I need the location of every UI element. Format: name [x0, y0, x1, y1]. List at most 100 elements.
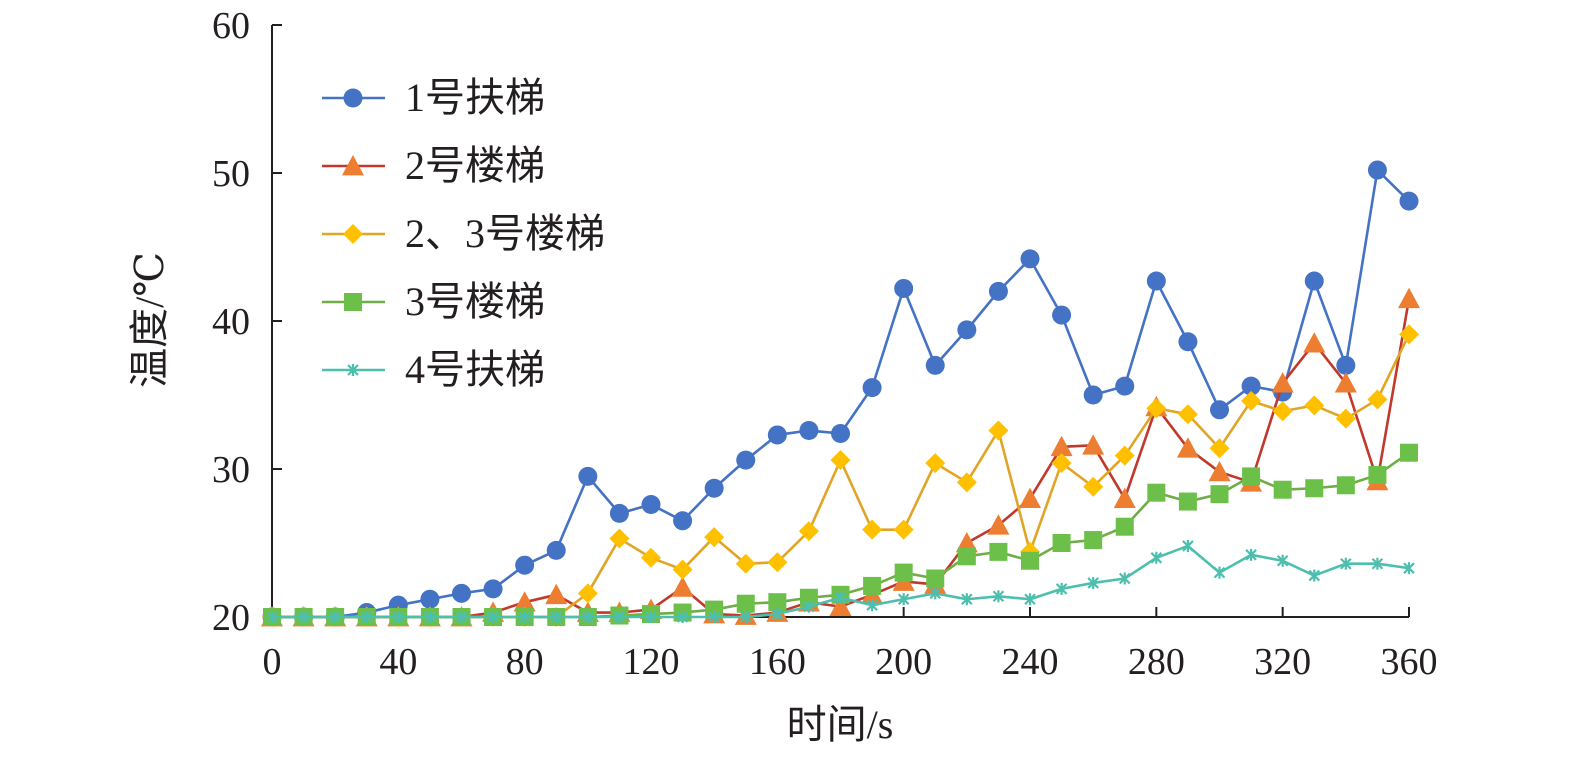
x-tick-label: 240: [1002, 641, 1059, 683]
y-tick-label: 20: [212, 597, 250, 639]
data-point: [988, 420, 1009, 441]
data-point: [768, 593, 787, 612]
data-point: [1083, 385, 1103, 405]
data-point: [1084, 531, 1103, 550]
data-point: [736, 594, 755, 613]
data-point: [992, 590, 1005, 603]
data-point: [1113, 487, 1136, 508]
x-tick-label: 200: [875, 641, 932, 683]
legend-label: 2号楼梯: [405, 143, 545, 188]
data-point: [1150, 551, 1163, 564]
series-5: [266, 539, 1415, 623]
data-point: [897, 593, 910, 606]
data-point: [1308, 569, 1321, 582]
data-point: [1336, 355, 1356, 375]
data-point: [455, 611, 468, 623]
data-point: [1368, 465, 1387, 484]
data-point: [513, 591, 536, 612]
data-point: [671, 576, 694, 597]
data-point: [926, 569, 945, 588]
data-point: [1052, 305, 1072, 325]
data-point: [957, 547, 976, 566]
data-point: [955, 532, 978, 553]
legend-label: 2、3号楼梯: [405, 211, 605, 256]
data-point: [1115, 376, 1135, 396]
data-point: [704, 478, 724, 498]
data-point: [676, 611, 689, 623]
data-point: [673, 511, 693, 531]
data-point: [1050, 435, 1073, 457]
data-point: [1083, 476, 1104, 497]
data-point: [613, 611, 626, 623]
data-point: [767, 552, 788, 573]
data-point: [1182, 539, 1194, 552]
legend-item: 3号楼梯: [322, 279, 545, 324]
data-point: [894, 563, 913, 582]
y-tick-label: 60: [212, 5, 250, 47]
axes: 20 30 40 50 60 0 40 80 120 160 200 240 280 320 360: [212, 5, 1438, 683]
data-point: [1051, 453, 1072, 474]
data-point: [894, 278, 914, 298]
legend-marker: [343, 88, 363, 108]
data-point: [767, 425, 787, 445]
data-point: [483, 579, 503, 599]
data-point: [1399, 191, 1419, 211]
y-tick-label: 40: [212, 301, 250, 343]
data-point: [798, 521, 819, 542]
data-point: [704, 527, 725, 548]
data-point: [830, 450, 851, 471]
data-point: [546, 540, 566, 560]
data-point: [1210, 485, 1229, 504]
data-point: [893, 519, 914, 540]
legend-marker: [343, 224, 363, 244]
data-point: [266, 611, 278, 623]
data-point: [705, 600, 724, 619]
data-point: [863, 576, 882, 595]
x-tick-label: 0: [263, 641, 282, 683]
data-point: [645, 611, 657, 623]
data-point: [609, 528, 630, 549]
legend-item: 4号扶梯: [322, 347, 545, 392]
legend: 1号扶梯 2号楼梯 2、3号楼梯 3号楼梯 4号扶梯: [322, 75, 605, 392]
data-point: [988, 281, 1008, 301]
data-point: [1400, 443, 1418, 462]
data-point: [1276, 554, 1289, 567]
data-point: [989, 542, 1008, 561]
data-point: [1245, 548, 1257, 561]
data-point: [1052, 534, 1071, 552]
data-point: [862, 519, 883, 540]
data-point: [1336, 476, 1355, 495]
data-point: [1178, 332, 1198, 352]
data-point: [1209, 438, 1230, 459]
data-point: [925, 453, 946, 474]
x-tick-label: 80: [506, 641, 544, 683]
data-point: [1241, 376, 1261, 396]
x-tick-label: 280: [1128, 641, 1185, 683]
data-point: [1178, 492, 1197, 511]
x-tick-label: 320: [1254, 641, 1311, 683]
data-point: [1118, 572, 1131, 585]
legend-label: 3号楼梯: [405, 279, 545, 324]
data-point: [956, 472, 977, 493]
data-point: [1304, 395, 1325, 416]
x-tick-label: 360: [1381, 641, 1438, 683]
data-point: [708, 611, 720, 623]
data-point: [957, 320, 977, 340]
data-point: [961, 593, 973, 606]
data-point: [1021, 551, 1039, 570]
data-point: [1272, 401, 1293, 422]
data-point: [1019, 487, 1041, 508]
data-point: [1335, 408, 1356, 429]
legend-item: 1号扶梯: [322, 75, 545, 120]
data-point: [392, 611, 405, 623]
data-point: [1146, 398, 1167, 419]
y-tick-label: 30: [212, 449, 250, 491]
data-point: [1082, 434, 1105, 455]
data-point: [424, 611, 436, 623]
x-tick-label: 160: [749, 641, 806, 683]
data-point: [609, 503, 629, 523]
data-point: [1087, 576, 1099, 589]
data-point: [834, 591, 847, 604]
data-point: [487, 611, 499, 623]
legend-item: 2号楼梯: [322, 143, 545, 188]
